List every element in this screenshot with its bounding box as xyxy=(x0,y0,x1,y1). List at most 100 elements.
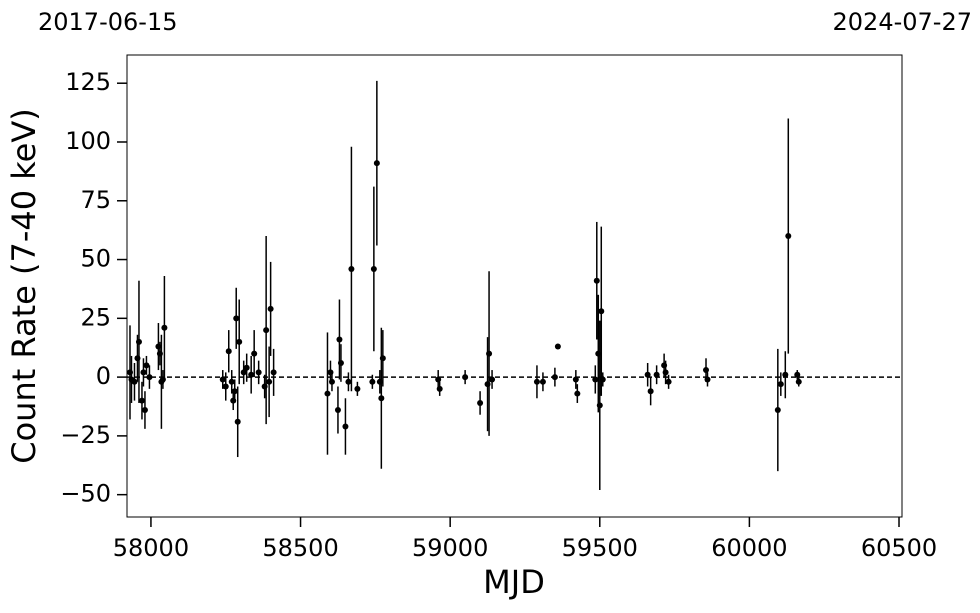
y-tick-label: 100 xyxy=(65,127,111,155)
y-tick-label: −50 xyxy=(60,480,111,508)
data-point xyxy=(261,383,268,390)
data-point xyxy=(267,305,274,312)
data-point xyxy=(554,343,561,350)
data-point xyxy=(327,369,334,376)
data-point xyxy=(141,407,148,414)
data-point xyxy=(222,383,229,390)
data-point xyxy=(255,369,262,376)
data-point xyxy=(574,390,581,397)
plot-frame xyxy=(126,54,903,518)
data-point xyxy=(551,374,558,381)
data-point xyxy=(533,378,540,385)
data-point xyxy=(234,418,241,425)
data-point xyxy=(378,395,385,402)
x-tick-label: 59500 xyxy=(562,534,638,562)
data-point xyxy=(598,308,605,315)
data-point xyxy=(266,378,273,385)
data-point xyxy=(156,350,163,357)
data-point xyxy=(263,327,270,334)
data-point xyxy=(373,160,380,167)
data-point xyxy=(704,376,711,383)
data-point xyxy=(336,336,343,343)
data-point xyxy=(489,376,496,383)
data-point xyxy=(126,369,133,376)
data-point xyxy=(644,371,651,378)
data-point xyxy=(155,343,162,350)
data-point xyxy=(135,338,142,345)
x-tick-label: 60000 xyxy=(711,534,787,562)
data-point xyxy=(342,423,349,430)
data-point xyxy=(348,265,355,272)
data-point xyxy=(370,265,377,272)
data-point xyxy=(354,385,361,392)
data-point xyxy=(230,397,237,404)
data-point xyxy=(595,350,602,357)
data-point xyxy=(435,376,442,383)
data-point xyxy=(146,374,153,381)
data-point xyxy=(161,324,168,331)
data-point xyxy=(337,360,344,366)
data-point xyxy=(593,277,600,284)
data-point xyxy=(795,378,802,385)
y-tick-label: 75 xyxy=(80,186,111,214)
data-point xyxy=(248,371,255,378)
y-tick-label: 0 xyxy=(96,362,111,390)
data-point xyxy=(653,371,660,378)
y-tick-label: 125 xyxy=(65,68,111,96)
data-point xyxy=(703,367,710,374)
data-point xyxy=(251,350,258,357)
data-point xyxy=(131,378,138,385)
data-point xyxy=(436,385,443,392)
data-point xyxy=(376,378,383,385)
data-point xyxy=(334,407,341,414)
data-point xyxy=(462,374,469,381)
data-point xyxy=(233,315,240,322)
data-point xyxy=(219,376,226,383)
data-point xyxy=(159,376,166,383)
data-point xyxy=(324,390,331,397)
data-point xyxy=(661,362,668,369)
data-point xyxy=(134,355,141,362)
data-point xyxy=(662,369,669,376)
data-point xyxy=(328,378,335,385)
data-point xyxy=(484,381,491,388)
data-point xyxy=(647,388,654,395)
y-tick-label: 50 xyxy=(80,245,111,273)
data-point xyxy=(270,369,277,376)
data-point xyxy=(785,233,792,240)
data-point xyxy=(138,397,145,404)
x-axis-label: MJD xyxy=(483,563,545,601)
data-point xyxy=(240,369,247,376)
y-tick-label: 25 xyxy=(80,303,111,331)
x-tick-label: 58000 xyxy=(113,534,189,562)
data-point xyxy=(231,388,238,395)
data-point xyxy=(539,378,546,385)
data-point xyxy=(243,364,250,371)
data-point xyxy=(345,378,352,385)
data-point xyxy=(486,350,493,357)
start-date: 2017-06-15 xyxy=(38,8,177,36)
data-point xyxy=(665,378,672,385)
data-point xyxy=(379,355,386,362)
x-tick-label: 60500 xyxy=(861,534,937,562)
y-axis-label: Count Rate (7-40 keV) xyxy=(5,108,43,463)
x-tick-label: 59000 xyxy=(412,534,488,562)
data-point xyxy=(794,371,801,378)
data-point xyxy=(592,376,599,383)
data-point xyxy=(572,376,579,383)
data-point xyxy=(599,376,606,383)
data-point xyxy=(477,399,484,406)
data-point xyxy=(774,407,781,414)
x-tick-label: 58500 xyxy=(262,534,338,562)
data-point xyxy=(225,348,232,355)
data-point xyxy=(228,378,235,385)
data-point xyxy=(782,371,789,378)
data-point xyxy=(369,378,376,385)
data-point xyxy=(140,369,147,376)
y-tick-label: −25 xyxy=(60,421,111,449)
data-point xyxy=(236,338,243,345)
data-point xyxy=(143,362,150,369)
data-point xyxy=(596,402,603,409)
end-date: 2024-07-27 xyxy=(833,8,972,36)
